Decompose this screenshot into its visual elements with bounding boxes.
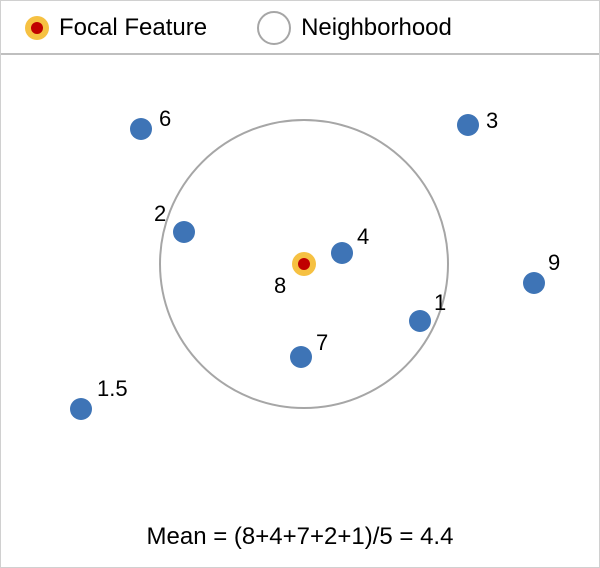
data-point-label: 1 bbox=[434, 290, 446, 316]
diagram-frame: Focal Feature Neighborhood 8 62471391.5 … bbox=[0, 0, 600, 568]
legend-label-neighborhood: Neighborhood bbox=[301, 14, 452, 42]
legend-label-focal: Focal Feature bbox=[59, 14, 207, 42]
data-point bbox=[173, 221, 195, 243]
data-point bbox=[290, 346, 312, 368]
data-point-label: 3 bbox=[486, 108, 498, 134]
mean-formula: Mean = (8+4+7+2+1)/5 = 4.4 bbox=[1, 523, 599, 551]
data-point-label: 6 bbox=[159, 106, 171, 132]
data-point bbox=[457, 114, 479, 136]
focal-feature-icon bbox=[25, 16, 49, 40]
legend: Focal Feature Neighborhood bbox=[1, 1, 599, 55]
focal-point-label: 8 bbox=[274, 273, 286, 299]
data-point bbox=[70, 398, 92, 420]
data-point bbox=[409, 310, 431, 332]
data-point-label: 7 bbox=[316, 330, 328, 356]
data-point bbox=[130, 118, 152, 140]
legend-item-focal: Focal Feature bbox=[25, 14, 207, 42]
neighborhood-icon bbox=[257, 11, 291, 45]
legend-item-neighborhood: Neighborhood bbox=[257, 11, 452, 45]
legend-separator bbox=[1, 53, 599, 55]
data-point-label: 2 bbox=[154, 201, 166, 227]
data-point bbox=[523, 272, 545, 294]
data-point-label: 1.5 bbox=[97, 376, 128, 402]
plot-area: 8 6 2 4 7 1 3 9 1.5 bbox=[1, 57, 600, 487]
focal-point bbox=[292, 252, 316, 276]
data-point bbox=[331, 242, 353, 264]
data-point-label: 9 bbox=[548, 250, 560, 276]
data-point-label: 4 bbox=[357, 224, 369, 250]
